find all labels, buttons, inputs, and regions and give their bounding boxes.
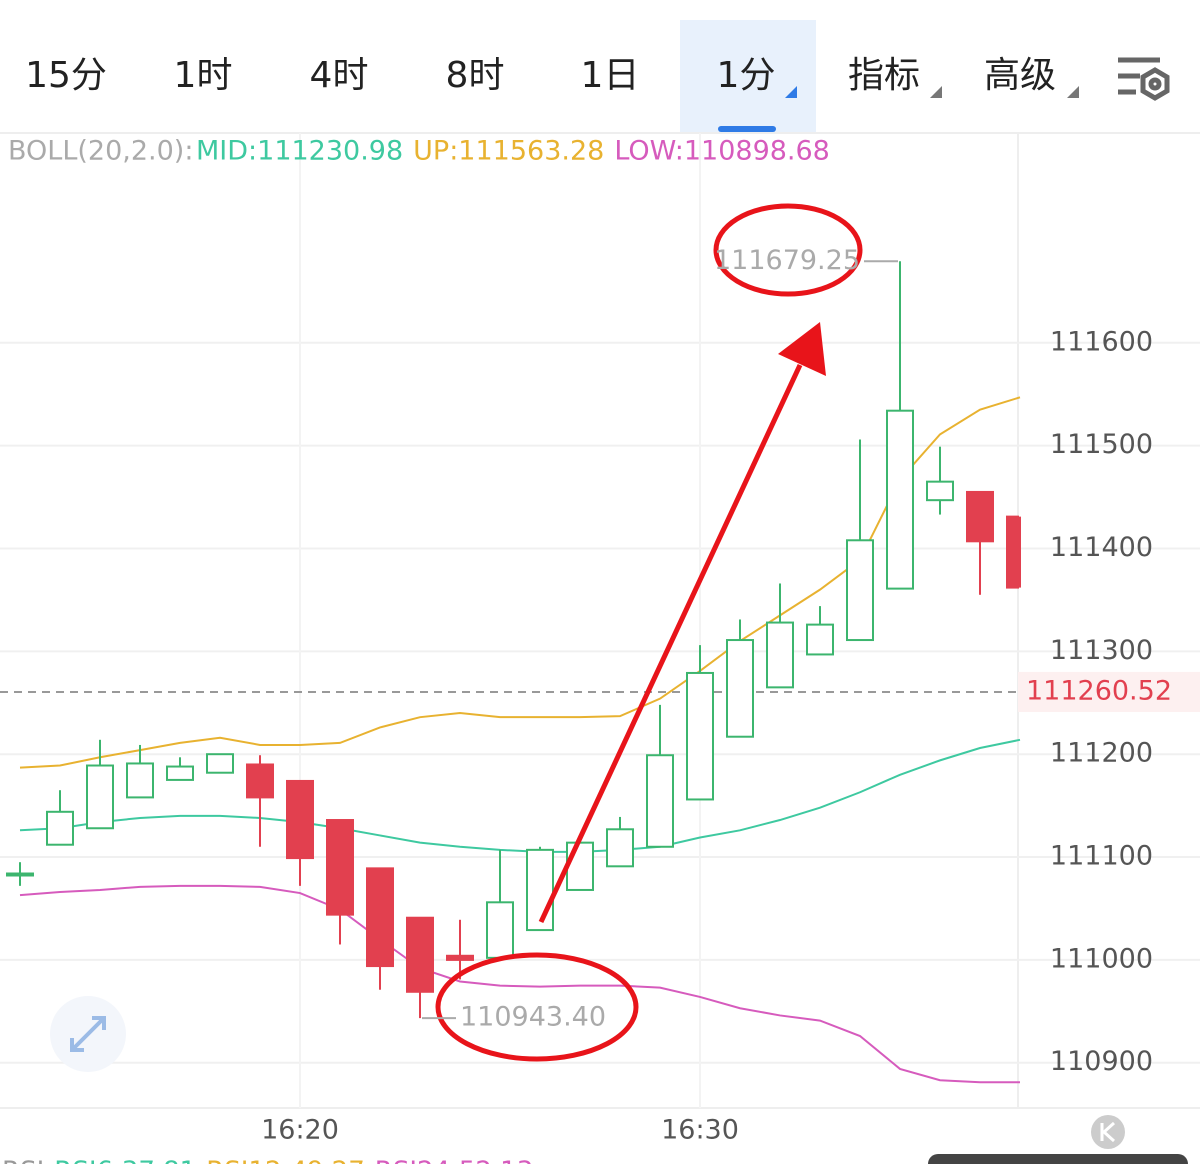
- rsi-legend: RSI24:52.13: [375, 1157, 534, 1164]
- expand-icon: [70, 1016, 106, 1052]
- y-tick-label: 110900: [1050, 1046, 1153, 1077]
- candle-body: [206, 753, 234, 774]
- indicator-name: BOLL(20,2.0):: [8, 136, 193, 167]
- x-tick-label: 16:20: [261, 1115, 339, 1146]
- candle-body: [246, 763, 274, 799]
- candle-body: [926, 480, 954, 502]
- candle-body: [606, 828, 634, 868]
- reset-button[interactable]: [1091, 1115, 1125, 1149]
- candle-body: [486, 901, 514, 959]
- tab[interactable]: 15分: [25, 55, 107, 96]
- y-tick-label: 111300: [1050, 635, 1153, 666]
- tab[interactable]: 高级: [984, 55, 1056, 96]
- candle-body: [6, 872, 34, 877]
- candle-body: [86, 764, 114, 830]
- annotation: [435, 203, 863, 1062]
- candle-body: [46, 810, 74, 846]
- arrow-head: [778, 322, 826, 376]
- tab[interactable]: 4时: [310, 55, 369, 96]
- candle-body: [726, 639, 754, 738]
- candle-body: [846, 539, 874, 642]
- last-price-bg: [1018, 671, 1200, 712]
- rsi-legend: RSI12:49.27: [206, 1157, 365, 1164]
- tab[interactable]: 1分: [717, 55, 776, 96]
- tab[interactable]: 指标: [848, 55, 920, 96]
- candle-body: [126, 762, 154, 799]
- settings-icon[interactable]: [1118, 57, 1170, 101]
- candle-body: [1006, 515, 1019, 589]
- max-label: 111679.25: [714, 245, 860, 276]
- candle-body: [406, 916, 434, 993]
- band-line: [19, 884, 1020, 1084]
- x-tick-label: 16:30: [661, 1115, 739, 1146]
- min-label: 110943.40: [460, 1002, 606, 1033]
- candle-body: [326, 819, 354, 916]
- candle-body: [166, 765, 194, 781]
- tab-underline: [718, 126, 776, 132]
- candle-body: [886, 409, 914, 590]
- tab[interactable]: 1日: [581, 55, 640, 96]
- reset-icon: [1100, 1121, 1116, 1143]
- y-tick-label: 111500: [1050, 429, 1153, 460]
- y-tick-label: 111400: [1050, 532, 1153, 563]
- candle-body: [286, 779, 314, 860]
- tab[interactable]: 8时: [446, 55, 505, 96]
- candle-body: [366, 867, 394, 968]
- rsi-legend: RSI6:37.81: [54, 1157, 196, 1164]
- legend-entry: MID:111230.98: [196, 136, 403, 167]
- candle-body: [766, 621, 794, 689]
- candle-body: [966, 490, 994, 543]
- dropdown-mark: [930, 86, 942, 98]
- last-price-label: 111260.52: [1026, 675, 1172, 706]
- legend-entry: UP:111563.28: [413, 136, 604, 167]
- y-tick-label: 111100: [1050, 841, 1153, 872]
- candle-body: [686, 671, 714, 801]
- dropdown-mark: [785, 86, 797, 98]
- legend-entry: LOW:110898.68: [614, 136, 830, 167]
- y-tick-label: 111200: [1050, 738, 1153, 769]
- candle-body: [806, 623, 834, 656]
- y-tick-label: 111600: [1050, 326, 1153, 357]
- rsi-legend: RSI: [2, 1157, 44, 1164]
- dropdown-mark: [1067, 86, 1079, 98]
- y-tick-label: 111000: [1050, 943, 1153, 974]
- candle-body: [446, 954, 474, 961]
- plot: [0, 133, 1200, 1108]
- home-bar: [928, 1154, 1188, 1164]
- band-line: [19, 738, 1021, 853]
- tab[interactable]: 1时: [174, 55, 233, 96]
- selected-tab-bg: [680, 20, 816, 132]
- candle-body: [566, 841, 594, 891]
- candle-body: [526, 848, 554, 932]
- candle-body: [646, 754, 674, 848]
